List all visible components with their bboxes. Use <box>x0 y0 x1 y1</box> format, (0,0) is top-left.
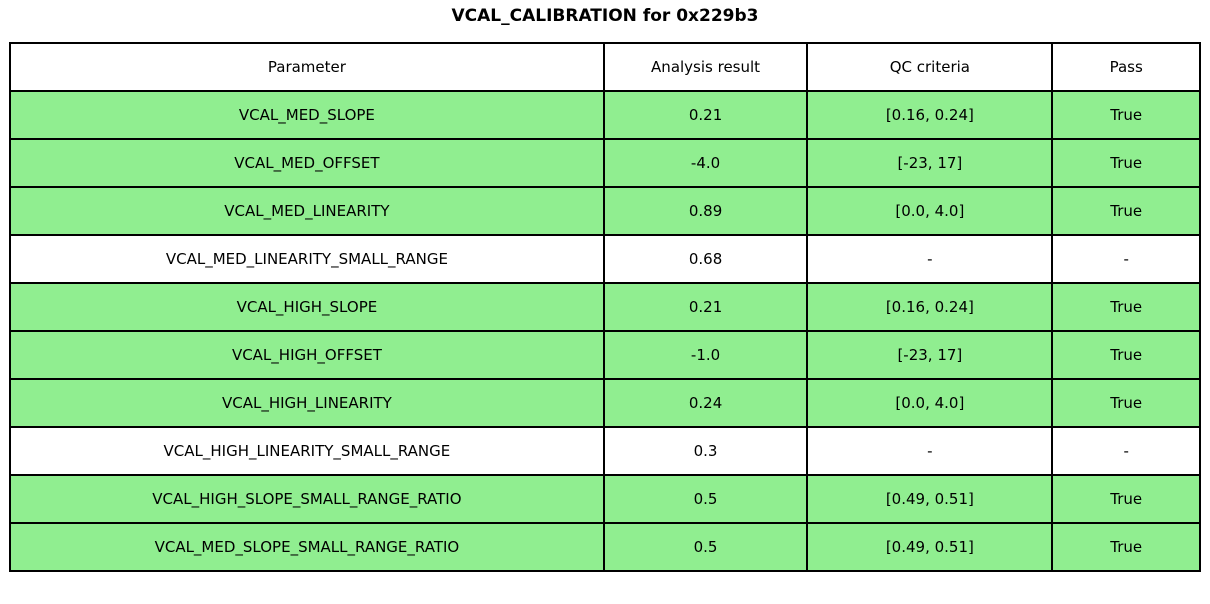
table-row: VCAL_MED_SLOPE_SMALL_RANGE_RATIO 0.5 [0.49… <box>9 522 1201 572</box>
table-row: VCAL_MED_OFFSET -4.0 [-23, 17] True <box>9 138 1201 188</box>
cell-parameter: VCAL_HIGH_SLOPE <box>9 282 605 332</box>
cell-criteria: [0.0, 4.0] <box>806 378 1054 428</box>
cell-parameter: VCAL_HIGH_SLOPE_SMALL_RANGE_RATIO <box>9 474 605 524</box>
cell-criteria: [0.16, 0.24] <box>806 90 1054 140</box>
cell-result: 0.5 <box>602 474 809 524</box>
qc-table-body: VCAL_MED_SLOPE 0.21 [0.16, 0.24] True VCAL_M… <box>9 90 1201 572</box>
cell-pass: True <box>1051 378 1201 428</box>
cell-pass: - <box>1051 234 1201 284</box>
cell-pass: True <box>1051 138 1201 188</box>
cell-parameter: VCAL_HIGH_OFFSET <box>9 330 605 380</box>
chart-title: VCAL_CALIBRATION for 0x229b3 <box>451 6 759 26</box>
column-header-qc-criteria: QC criteria <box>806 42 1054 92</box>
table-row: VCAL_HIGH_SLOPE_SMALL_RANGE_RATIO 0.5 [0.4… <box>9 474 1201 524</box>
cell-criteria: - <box>806 426 1054 476</box>
cell-criteria: [-23, 17] <box>806 138 1054 188</box>
cell-result: 0.24 <box>602 378 809 428</box>
cell-result: -1.0 <box>602 330 809 380</box>
cell-result: 0.21 <box>602 282 809 332</box>
table-row: VCAL_MED_LINEARITY_SMALL_RANGE 0.68- - <box>9 234 1201 284</box>
cell-pass: True <box>1051 90 1201 140</box>
table-row: VCAL_HIGH_SLOPE 0.21 [0.16, 0.24] True <box>9 282 1201 332</box>
table-row: VCAL_MED_SLOPE 0.21 [0.16, 0.24] True <box>9 90 1201 140</box>
table-row: VCAL_HIGH_LINEARITY 0.24 [0.0, 4.0] True <box>9 378 1201 428</box>
cell-result: 0.3 <box>602 426 809 476</box>
cell-criteria: [0.49, 0.51] <box>806 474 1054 524</box>
table-row: VCAL_HIGH_LINEARITY_SMALL_RANGE 0.3- - <box>9 426 1201 476</box>
column-header-analysis-result: Analysis result <box>602 42 809 92</box>
cell-result: -4.0 <box>602 138 809 188</box>
cell-result: 0.89 <box>602 186 809 236</box>
cell-pass: True <box>1051 186 1201 236</box>
qc-table: Parameter Analysis result QC criteria Pa… <box>9 42 1201 572</box>
cell-result: 0.21 <box>602 90 809 140</box>
cell-result: 0.5 <box>602 522 809 572</box>
cell-criteria: [0.16, 0.24] <box>806 282 1054 332</box>
cell-parameter: VCAL_MED_SLOPE_SMALL_RANGE_RATIO <box>9 522 605 572</box>
column-header-parameter: Parameter <box>9 42 605 92</box>
cell-parameter: VCAL_HIGH_LINEARITY <box>9 378 605 428</box>
cell-criteria: [0.0, 4.0] <box>806 186 1054 236</box>
table-header-row: Parameter Analysis result QC criteria Pa… <box>9 42 1201 92</box>
cell-parameter: VCAL_MED_OFFSET <box>9 138 605 188</box>
cell-pass: True <box>1051 474 1201 524</box>
cell-parameter: VCAL_MED_SLOPE <box>9 90 605 140</box>
cell-pass: True <box>1051 522 1201 572</box>
cell-parameter: VCAL_MED_LINEARITY <box>9 186 605 236</box>
cell-pass: - <box>1051 426 1201 476</box>
cell-parameter: VCAL_HIGH_LINEARITY_SMALL_RANGE <box>9 426 605 476</box>
cell-criteria: - <box>806 234 1054 284</box>
cell-parameter: VCAL_MED_LINEARITY_SMALL_RANGE <box>9 234 605 284</box>
cell-result: 0.68 <box>602 234 809 284</box>
cell-criteria: [-23, 17] <box>806 330 1054 380</box>
column-header-pass: Pass <box>1051 42 1201 92</box>
table-row: VCAL_HIGH_OFFSET -1.0 [-23, 17] True <box>9 330 1201 380</box>
cell-criteria: [0.49, 0.51] <box>806 522 1054 572</box>
cell-pass: True <box>1051 282 1201 332</box>
cell-pass: True <box>1051 330 1201 380</box>
table-row: VCAL_MED_LINEARITY 0.89 [0.0, 4.0] True <box>9 186 1201 236</box>
